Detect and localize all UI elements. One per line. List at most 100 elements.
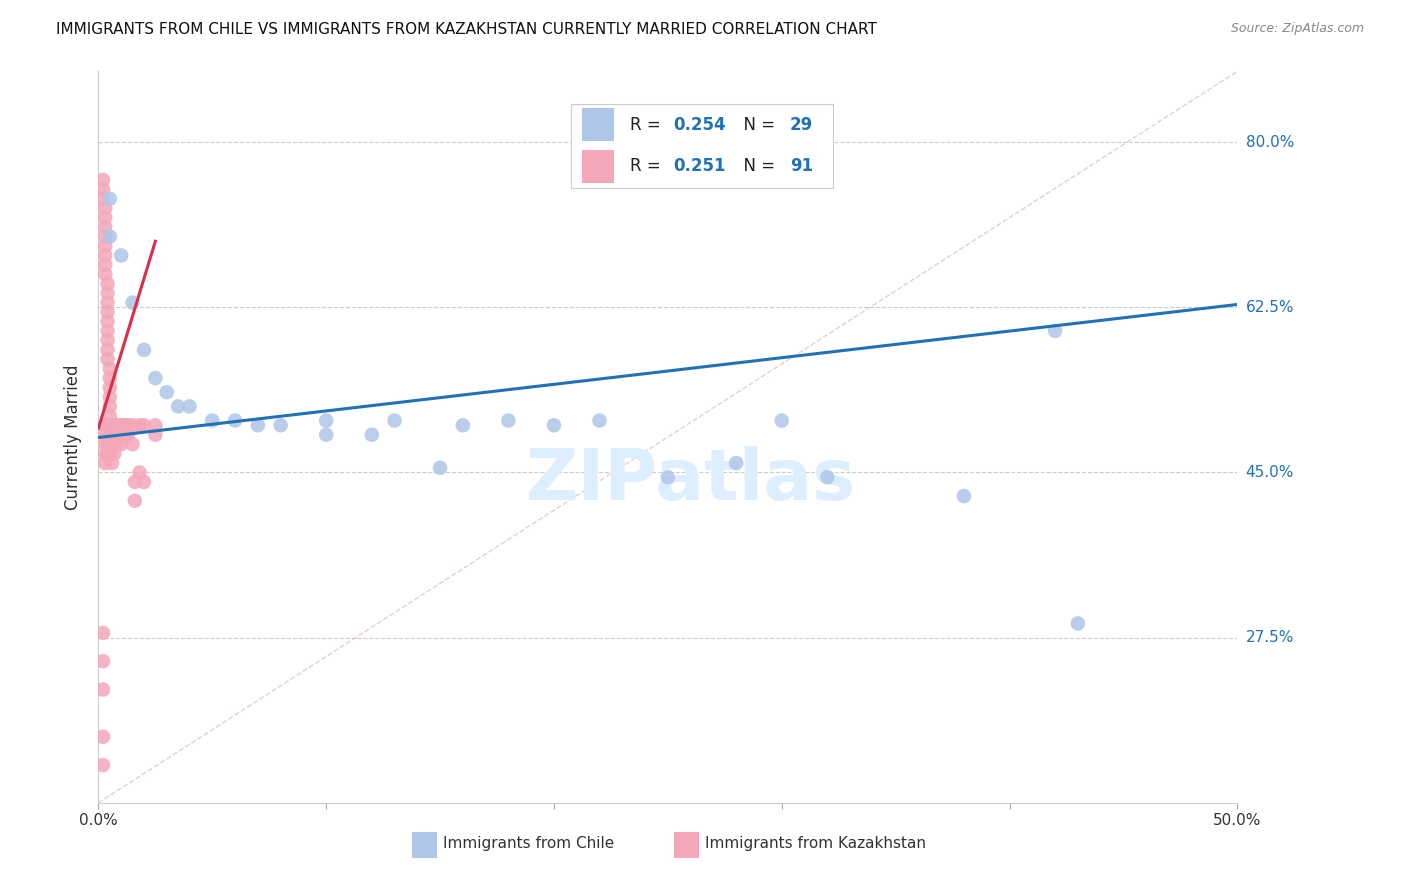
Text: N =: N =: [733, 158, 780, 176]
Point: [91, 730, 114, 744]
Point: [101, 456, 124, 470]
Point: [94, 267, 117, 281]
Text: 29: 29: [790, 116, 813, 134]
Point: [98, 400, 121, 414]
Point: [124, 475, 146, 489]
Point: [96, 295, 118, 310]
Point: [94, 427, 117, 442]
Point: [94, 239, 117, 253]
Point: [132, 418, 155, 433]
Point: [98, 409, 121, 423]
Point: [145, 427, 167, 442]
Point: [128, 466, 150, 480]
Point: [98, 437, 121, 451]
Point: [105, 418, 128, 433]
Point: [96, 447, 118, 461]
Point: [103, 418, 125, 433]
Bar: [582, 108, 614, 141]
Point: [145, 418, 167, 433]
Text: Source: ZipAtlas.com: Source: ZipAtlas.com: [1230, 22, 1364, 36]
Point: [98, 361, 121, 376]
Point: [110, 418, 132, 433]
Point: [96, 343, 118, 357]
Point: [128, 418, 150, 433]
Point: [315, 427, 337, 442]
Point: [110, 427, 132, 442]
Text: 0.254: 0.254: [673, 116, 725, 134]
Point: [117, 418, 139, 433]
Point: [96, 427, 118, 442]
FancyBboxPatch shape: [571, 104, 832, 188]
Point: [132, 475, 155, 489]
Point: [98, 447, 121, 461]
Point: [114, 427, 136, 442]
Point: [94, 211, 117, 225]
Point: [725, 456, 748, 470]
Point: [91, 192, 114, 206]
Point: [94, 220, 117, 235]
Point: [451, 418, 474, 433]
Point: [156, 385, 179, 400]
Text: ZIPatlas: ZIPatlas: [526, 447, 856, 516]
Text: R =: R =: [630, 116, 666, 134]
Point: [360, 427, 382, 442]
Point: [101, 427, 124, 442]
Point: [105, 418, 128, 433]
Point: [770, 413, 793, 427]
Point: [1043, 324, 1066, 338]
Bar: [673, 832, 699, 858]
Point: [114, 418, 136, 433]
Point: [96, 334, 118, 348]
Text: R =: R =: [630, 158, 666, 176]
Point: [98, 427, 121, 442]
Point: [815, 470, 838, 484]
Point: [98, 192, 121, 206]
Point: [270, 418, 292, 433]
Point: [98, 371, 121, 385]
Point: [246, 418, 269, 433]
Point: [101, 418, 124, 433]
Point: [96, 324, 118, 338]
Point: [103, 427, 125, 442]
Point: [108, 427, 131, 442]
Text: 0.251: 0.251: [673, 158, 725, 176]
Point: [101, 418, 124, 433]
Point: [101, 418, 124, 433]
Point: [108, 418, 131, 433]
Point: [96, 418, 118, 433]
Point: [953, 489, 976, 503]
Point: [105, 437, 128, 451]
Text: 45.0%: 45.0%: [1246, 465, 1294, 480]
Point: [91, 758, 114, 772]
Point: [96, 437, 118, 451]
Point: [315, 413, 337, 427]
Point: [94, 418, 117, 433]
Point: [384, 413, 406, 427]
Text: N =: N =: [733, 116, 780, 134]
Point: [94, 258, 117, 272]
Point: [91, 626, 114, 640]
Point: [94, 447, 117, 461]
Point: [103, 418, 125, 433]
Point: [498, 413, 520, 427]
Point: [543, 418, 565, 433]
Point: [98, 418, 121, 433]
Point: [94, 248, 117, 262]
Point: [96, 305, 118, 319]
Point: [96, 286, 118, 301]
Text: 80.0%: 80.0%: [1246, 135, 1294, 150]
Point: [103, 418, 125, 433]
Point: [103, 418, 125, 433]
Point: [94, 456, 117, 470]
Text: 27.5%: 27.5%: [1246, 630, 1294, 645]
Point: [98, 418, 121, 433]
Point: [103, 418, 125, 433]
Point: [167, 400, 190, 414]
Point: [96, 352, 118, 367]
Point: [96, 314, 118, 328]
Point: [94, 437, 117, 451]
Point: [94, 229, 117, 244]
Text: Immigrants from Kazakhstan: Immigrants from Kazakhstan: [706, 836, 927, 851]
Point: [103, 447, 125, 461]
Point: [110, 248, 132, 262]
